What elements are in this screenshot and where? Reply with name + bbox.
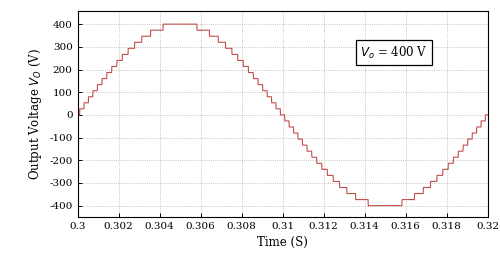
Text: $V_o$ = 400 V: $V_o$ = 400 V bbox=[360, 44, 428, 60]
Y-axis label: Output Voltage $V_O$ (V): Output Voltage $V_O$ (V) bbox=[26, 48, 44, 180]
X-axis label: Time (S): Time (S) bbox=[257, 236, 308, 249]
